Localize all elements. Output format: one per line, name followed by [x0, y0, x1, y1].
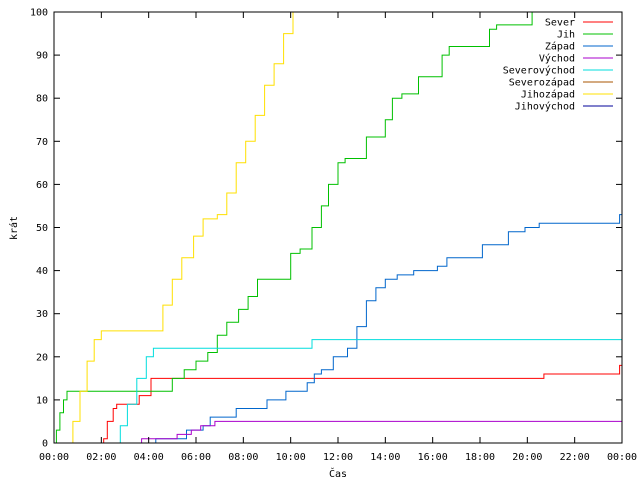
y-tick-label: 60 — [36, 180, 48, 191]
legend-label-jihozapad: Jihozápad — [521, 89, 575, 101]
x-tick-label: 08:00 — [228, 452, 258, 463]
x-tick-label: 18:00 — [465, 452, 495, 463]
series-line-jih — [54, 11, 622, 444]
series-line-jihozapad — [69, 11, 301, 444]
x-tick-label: 00:00 — [39, 452, 69, 463]
y-tick-label: 70 — [36, 137, 48, 148]
y-tick-label: 90 — [36, 51, 48, 62]
x-tick-label: 06:00 — [181, 452, 211, 463]
legend-label-severozapad: Severozápad — [509, 77, 575, 89]
legend-label-zapad: Západ — [545, 41, 575, 53]
y-tick-label: 50 — [36, 223, 48, 234]
x-tick-label: 02:00 — [86, 452, 116, 463]
x-tick-label: 04:00 — [134, 452, 164, 463]
y-tick-label: 20 — [36, 352, 48, 363]
series-line-sever — [103, 364, 622, 444]
legend-label-sever: Sever — [545, 18, 575, 29]
x-tick-label: 20:00 — [512, 452, 542, 463]
y-tick-label: 40 — [36, 266, 48, 277]
legend-label-jihovychod: Jihovýchod — [515, 101, 575, 113]
series-line-severovychod — [115, 339, 622, 444]
y-tick-label: 30 — [36, 309, 48, 320]
y-tick-label: 80 — [36, 94, 48, 105]
legend-label-jih: Jih — [557, 30, 575, 41]
y-tick-label: 10 — [36, 395, 48, 406]
series-layer — [54, 11, 622, 444]
x-tick-label: 12:00 — [323, 452, 353, 463]
y-tick-label: 0 — [42, 439, 48, 450]
y-axis-label: krát — [8, 216, 20, 240]
legend-label-vychod: Východ — [539, 53, 575, 65]
legend: SeverJihZápadVýchodSeverovýchodSeverozáp… — [503, 18, 613, 113]
x-tick-label: 14:00 — [370, 452, 400, 463]
x-tick-label: 16:00 — [418, 452, 448, 463]
legend-label-severovychod: Severovýchod — [503, 65, 575, 77]
x-tick-label: 00:00 — [607, 452, 637, 463]
y-tick-label: 100 — [30, 8, 48, 19]
x-axis-label: Čas — [329, 467, 347, 480]
x-tick-label: 10:00 — [276, 452, 306, 463]
ticks-layer: 00:00 02:00 04:00 06:00 08:00 10:00 12:00 14:00… — [30, 8, 637, 464]
x-tick-label: 22:00 — [560, 452, 590, 463]
series-line-vychod — [139, 420, 622, 444]
